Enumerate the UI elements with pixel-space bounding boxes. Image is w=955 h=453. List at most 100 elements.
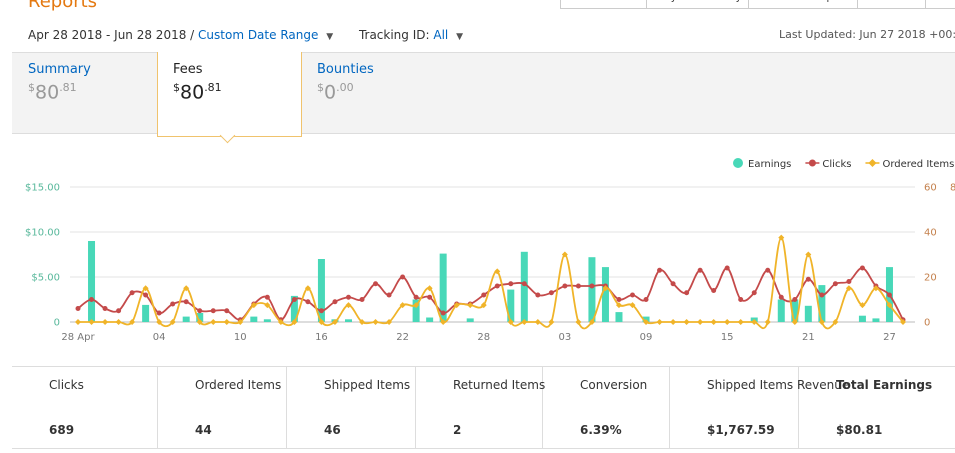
x-tick-label: 28 Apr (61, 332, 95, 343)
custom-range-link[interactable]: Custom Date Range (198, 28, 319, 42)
point (616, 297, 622, 302)
dropdown-caret[interactable]: ▼ (326, 32, 334, 42)
point (778, 234, 785, 241)
selected-tab (157, 52, 302, 137)
point (223, 319, 230, 325)
currency: $ (28, 81, 35, 94)
stat-label: Ordered Items (195, 378, 282, 392)
point (562, 283, 568, 289)
stats-row: Clicks 689 Ordered Items 44 Shipped Items 46 R… (12, 366, 955, 449)
point (805, 276, 811, 282)
point (264, 294, 270, 300)
stat-label: Returned Items (453, 378, 546, 392)
point (778, 294, 784, 300)
tab[interactable]: Fees $80.81 (173, 62, 222, 103)
x-tick-label: 15 (721, 332, 734, 343)
point (75, 319, 81, 325)
last-updated: Last Updated: Jun 27 2018 +00:00 (779, 28, 955, 41)
point (575, 283, 581, 289)
chart-panel (12, 133, 955, 366)
point (670, 281, 676, 287)
top-link[interactable]: Payment History (646, 0, 755, 9)
point (630, 292, 636, 298)
point (129, 319, 136, 325)
stat-value: 689 (49, 423, 75, 437)
top-link[interactable]: Fee Schedule (560, 0, 653, 9)
date-range: Apr 28 2018 - Jun 28 2018 / (28, 28, 195, 42)
stat-cell: Shipped Items 46 (287, 367, 416, 448)
point (846, 279, 852, 284)
y-tick-label: 0 (54, 318, 60, 329)
bar (426, 317, 434, 322)
point (615, 302, 622, 309)
point (210, 308, 216, 314)
point (386, 319, 393, 325)
tracking-value[interactable]: All (433, 28, 449, 42)
bar (182, 316, 190, 322)
tab[interactable]: Summary $80.81 (28, 62, 91, 103)
point (197, 308, 203, 314)
whole: 80 (35, 81, 60, 104)
point (129, 290, 135, 296)
bar (601, 267, 609, 322)
y-tick-label: $15.00 (25, 183, 60, 194)
point (345, 302, 352, 309)
x-tick-label: 21 (802, 332, 815, 343)
x-tick-label: 22 (396, 332, 409, 343)
point (656, 319, 663, 325)
top-link[interactable]: Download Reports (748, 0, 866, 9)
cents: .00 (336, 81, 354, 94)
point (805, 251, 812, 258)
y2-tick-label: 60 (924, 183, 937, 194)
point (250, 302, 257, 309)
point (534, 319, 541, 325)
stat-value: 46 (324, 423, 341, 437)
stat-label: Clicks (49, 378, 84, 392)
bar (520, 251, 528, 322)
stat-cell: Returned Items 2 (416, 367, 546, 448)
y2-tick-label: 20 (924, 273, 937, 284)
point (818, 319, 825, 325)
point (440, 310, 446, 316)
point (115, 319, 122, 325)
tab-label: Fees (173, 62, 203, 77)
tab[interactable]: Bounties $0.00 (317, 62, 374, 103)
point (832, 281, 838, 287)
point (291, 319, 298, 325)
top-link[interactable]: Feedback (857, 0, 931, 9)
tab-label: Bounties (317, 62, 374, 77)
point (277, 319, 284, 325)
bar (818, 285, 826, 322)
tracking-label: Tracking ID: (358, 28, 430, 42)
point (900, 319, 906, 325)
point (332, 299, 338, 305)
point (399, 302, 406, 309)
stat-value: 44 (195, 423, 212, 437)
point (521, 281, 527, 287)
bar (317, 259, 325, 322)
y3-tick-label: 8 (950, 183, 955, 194)
point (791, 319, 798, 325)
point (765, 267, 771, 273)
point (684, 290, 690, 296)
point (183, 299, 189, 305)
point (427, 294, 433, 300)
dropdown-caret[interactable]: ▼ (456, 32, 463, 42)
point (751, 319, 758, 325)
point (88, 319, 95, 325)
point (494, 283, 500, 289)
bar (290, 295, 298, 322)
chart: 0 $5.00 $10.00 $15.00 0 20 40 60 8 28 Apr 04 10 16 22… (25, 158, 955, 343)
cents: .81 (59, 81, 77, 94)
y-tick-label: $10.00 (25, 228, 60, 239)
point (102, 306, 108, 311)
point (670, 319, 677, 325)
point (683, 319, 690, 325)
bar (196, 313, 204, 322)
point (737, 319, 744, 325)
top-link[interactable]: Help (925, 0, 955, 9)
point (183, 285, 190, 292)
point (413, 302, 420, 309)
point (561, 251, 568, 258)
tab-amount: $80.81 (173, 81, 222, 103)
